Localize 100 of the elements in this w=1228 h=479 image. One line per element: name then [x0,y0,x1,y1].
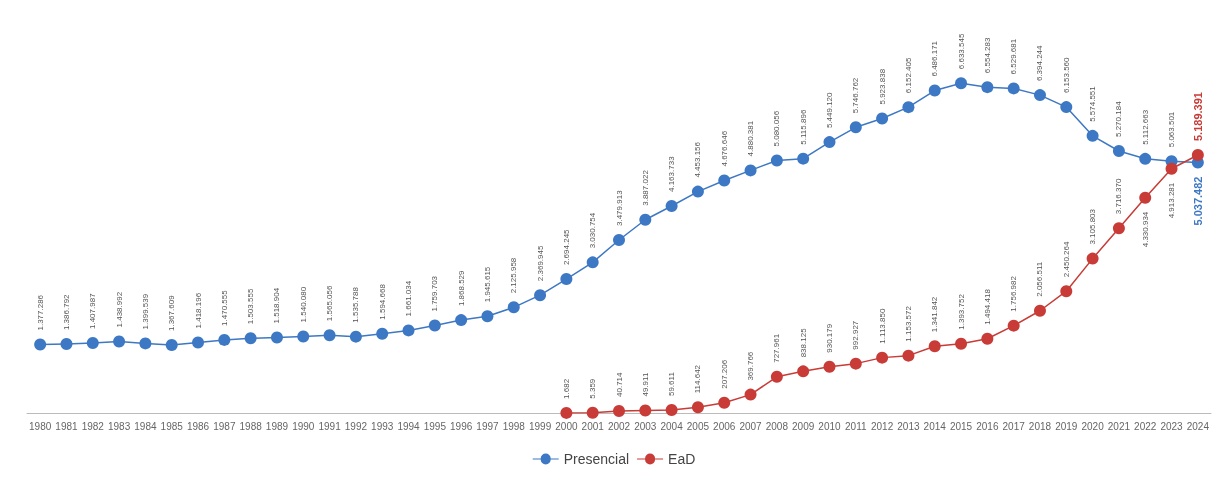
data-label: 4.880.381 [746,120,756,157]
x-tick-label: 1981 [55,420,79,432]
legend-label: Presencial [563,451,630,467]
point [349,330,362,343]
data-label: 5.574.551 [1088,85,1098,122]
data-label: 114.642 [693,364,703,394]
point [165,339,178,352]
data-label: 930.179 [824,323,834,353]
data-label: 1.594.668 [377,283,387,320]
point [849,121,862,134]
point [1086,129,1099,142]
data-label: 3.479.913 [614,189,624,226]
point [1139,152,1152,165]
data-label: 2.056.511 [1035,261,1045,297]
x-tick-label: 1992 [344,420,368,432]
x-tick-label: 2011 [845,420,867,432]
point [928,84,941,97]
x-tick-label: 1991 [318,420,342,432]
data-label: 1.661.034 [404,280,414,317]
data-label: 5.746.762 [851,77,861,114]
x-tick-label: 1993 [371,420,394,432]
point [34,338,47,351]
point [244,332,257,345]
point [60,338,73,351]
data-label: 6.486.171 [930,40,940,77]
data-label: 1.756.982 [1009,275,1019,312]
point [955,337,968,350]
point [876,112,889,125]
data-label: 1.540.080 [298,286,308,323]
point [86,337,99,349]
x-tick-label: 2013 [897,420,920,432]
data-label: 1.341.842 [930,296,940,333]
point [665,404,678,417]
data-label: 838.125 [798,327,808,358]
x-tick-label: 1984 [134,420,157,432]
point [586,406,599,419]
data-label: 5.923.838 [877,68,887,105]
x-tick-label: 1999 [528,420,552,432]
x-tick-label: 1987 [213,420,236,432]
data-label: 5.063.501 [1167,111,1177,148]
point [981,81,994,94]
point [902,349,915,362]
point [639,213,652,226]
point [218,333,231,346]
data-label: 6.554.283 [982,37,992,74]
data-label: 1.565.056 [325,285,335,322]
point [1165,162,1178,175]
data-label: 4.676.646 [719,130,729,167]
x-tick-label: 1983 [107,420,131,432]
point [770,370,783,383]
point [297,330,310,343]
x-tick-label: 2002 [607,420,631,432]
point [1033,89,1046,102]
x-tick-label: 2010 [818,420,842,432]
point [981,332,994,345]
data-label: 40.714 [614,371,624,397]
point [639,404,652,417]
point [718,396,731,409]
point [744,164,757,177]
data-label: 1.418.196 [193,292,203,329]
data-label: 1.494.418 [982,288,992,325]
x-tick-label: 2004 [660,420,684,432]
data-label: 6.529.681 [1009,38,1019,75]
x-tick-label: 2016 [976,420,999,432]
data-label: 1.393.752 [956,293,966,330]
x-tick-label: 2023 [1160,420,1184,432]
x-tick-label: 1982 [81,420,105,432]
x-tick-label: 1985 [160,420,184,432]
data-label: 727.961 [772,333,782,363]
x-tick-label: 1998 [502,420,526,432]
point [1060,101,1073,114]
x-tick-label: 2012 [870,420,894,432]
point [902,101,915,114]
point [691,185,704,198]
x-tick-label: 2001 [581,420,605,432]
data-label: 59.611 [667,371,677,397]
data-label: 1.399.539 [140,293,150,330]
data-label: 6.152.405 [903,57,913,94]
point [797,152,810,165]
data-label: 5.112.663 [1140,109,1150,145]
x-tick-label: 1990 [292,420,315,432]
legend-label: EaD [668,451,696,467]
data-label: 4.913.281 [1167,182,1177,219]
point [1007,319,1020,332]
data-label: 1.407.987 [88,292,98,329]
point [402,324,415,337]
data-label: 4.453.156 [693,141,703,178]
point [1191,149,1204,162]
point [428,319,441,332]
data-label: 992.927 [851,320,861,350]
data-label: 1.386.792 [61,293,71,331]
point [665,200,678,212]
data-label: 207.206 [719,359,729,389]
data-label: 5.449.120 [824,91,834,129]
data-label: 2.369.945 [535,245,545,282]
x-tick-label: 1988 [239,420,263,432]
data-label: 1.868.529 [456,269,466,307]
point [139,337,152,350]
point [192,336,205,349]
x-tick-label: 2020 [1081,420,1105,432]
